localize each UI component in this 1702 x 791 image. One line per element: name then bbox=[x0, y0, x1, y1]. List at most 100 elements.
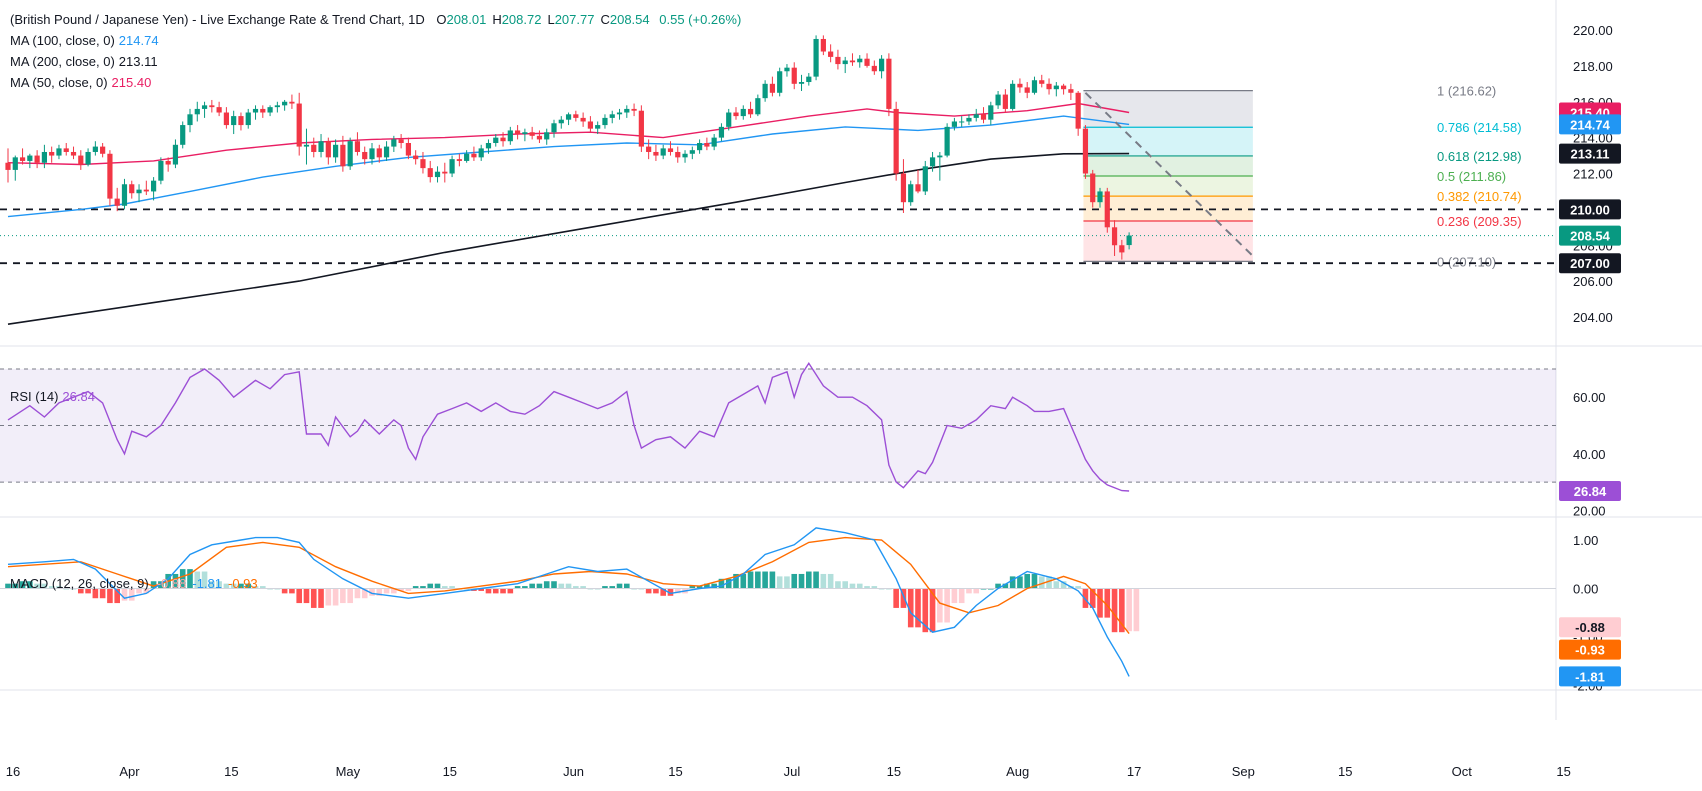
legend-ma100-value: 214.74 bbox=[118, 33, 159, 48]
macd-hist-bar bbox=[624, 583, 630, 589]
macd-hist-bar bbox=[747, 571, 754, 589]
candle-body bbox=[966, 117, 972, 122]
macd-hist-bar bbox=[529, 583, 535, 589]
time-tick-label: 15 bbox=[443, 764, 457, 779]
candle-body bbox=[609, 114, 615, 118]
macd-line bbox=[7, 527, 1130, 677]
price-tag-213-11-text: 213.11 bbox=[1570, 147, 1609, 162]
macd-hist-bar bbox=[580, 586, 586, 589]
macd-hist-bar bbox=[179, 569, 186, 589]
macd-hist-bar bbox=[354, 588, 361, 599]
macd-hist-bar bbox=[536, 583, 543, 589]
macd-last-tag-bg bbox=[1559, 666, 1621, 687]
candle-body bbox=[136, 189, 142, 194]
candle-body bbox=[383, 146, 390, 158]
macd-hist-bar bbox=[5, 583, 11, 589]
ma100-line bbox=[7, 115, 1130, 218]
macd-hist-bar bbox=[776, 576, 783, 589]
macd-legend-hist: -0.88 bbox=[156, 576, 187, 591]
macd-hist-bar bbox=[78, 588, 84, 594]
macd-hist-bar bbox=[19, 581, 26, 589]
macd-legend[interactable]: MACD (12, 26, close, 9) -0.88 -1.81 -0.93 bbox=[10, 576, 258, 591]
candle-body bbox=[1090, 173, 1096, 203]
candle-body bbox=[733, 112, 739, 117]
macd-hist-bar bbox=[1038, 576, 1045, 589]
candle-body bbox=[1082, 128, 1089, 174]
price-tag-210-00: 210.00 bbox=[1559, 199, 1621, 220]
candle-body bbox=[405, 143, 411, 156]
macd-hist-bar bbox=[485, 588, 492, 594]
candle-body bbox=[34, 155, 40, 163]
candle-body bbox=[828, 51, 834, 57]
macd-hist-bar bbox=[602, 586, 608, 589]
macd-hist-bar bbox=[347, 588, 353, 604]
macd-hist-tag: -0.88 bbox=[1559, 617, 1621, 638]
candle-body bbox=[311, 144, 317, 152]
macd-hist-bar bbox=[718, 578, 725, 589]
chart-title: (British Pound / Japanese Yen) - Live Ex… bbox=[10, 12, 425, 27]
legend-ma50[interactable]: MA (50, close, 0) 215.40 bbox=[10, 75, 151, 90]
candle-body bbox=[740, 108, 746, 117]
macd-hist-bar bbox=[966, 588, 972, 594]
macd-hist-bar bbox=[172, 573, 179, 589]
candle-body bbox=[660, 148, 666, 156]
legend-ma100[interactable]: MA (100, close, 0) 214.74 bbox=[10, 33, 159, 48]
candle-body bbox=[769, 83, 775, 93]
macd-hist-bar bbox=[492, 588, 499, 594]
price-tick-label: 212.00 bbox=[1573, 167, 1613, 182]
candle-body bbox=[798, 82, 805, 84]
candle-body bbox=[231, 116, 237, 126]
price-tag-210-00-text: 210.00 bbox=[1570, 202, 1610, 217]
macd-tick-label: 1.00 bbox=[1573, 533, 1598, 548]
candle-body bbox=[201, 105, 208, 109]
price-tick-label: 220.00 bbox=[1573, 23, 1613, 38]
candle-body bbox=[500, 137, 506, 142]
rsi-last-tag: 26.84 bbox=[1559, 481, 1621, 502]
macd-hist-bar bbox=[325, 588, 332, 606]
rsi-last-tag-text: 26.84 bbox=[1574, 484, 1607, 499]
candle-body bbox=[216, 107, 222, 113]
price-tick-label: 218.00 bbox=[1573, 59, 1613, 74]
macd-hist-bar bbox=[420, 586, 426, 589]
macd-hist-bar bbox=[449, 586, 455, 589]
fib-zone-0.5 bbox=[1083, 176, 1253, 197]
legend-ma200[interactable]: MA (200, close, 0) 213.11 bbox=[10, 54, 158, 69]
candle-body bbox=[806, 76, 812, 83]
rsi-tick-label: 40.00 bbox=[1573, 447, 1606, 462]
candle-body bbox=[121, 184, 128, 206]
fib-label-0.382: 0.382 (210.74) bbox=[1437, 189, 1522, 204]
macd-hist-bar bbox=[937, 588, 943, 623]
macd-signal-tag: -0.93 bbox=[1559, 639, 1621, 660]
macd-hist-bar bbox=[893, 588, 899, 608]
candle-body bbox=[711, 137, 717, 147]
time-tick-label: 16 bbox=[6, 764, 20, 779]
rsi-legend[interactable]: RSI (14) 26.84 bbox=[10, 389, 95, 404]
macd-hist-bar bbox=[1017, 576, 1023, 589]
candle-body bbox=[536, 135, 543, 140]
macd-hist-bar bbox=[318, 588, 324, 608]
candle-body bbox=[922, 166, 928, 192]
macd-hist-bar bbox=[1024, 573, 1030, 589]
macd-hist-bar bbox=[900, 588, 907, 608]
candle-body bbox=[434, 171, 441, 178]
ohlc-key-c: C bbox=[600, 12, 610, 27]
macd-hist-bar bbox=[1089, 588, 1096, 608]
macd-last-tag: -1.81 bbox=[1559, 666, 1621, 687]
candle-body bbox=[245, 112, 251, 126]
macd-hist-bar bbox=[92, 588, 99, 599]
fib-zone-0.786 bbox=[1083, 127, 1253, 156]
rsi-last-tag-bg bbox=[1559, 481, 1621, 502]
macd-hist-bar bbox=[27, 581, 33, 589]
macd-hist-bar bbox=[543, 581, 550, 589]
time-tick-label: May bbox=[336, 764, 361, 779]
ohlc-value-l: 207.77 bbox=[554, 12, 595, 27]
candle-body bbox=[1068, 89, 1074, 93]
macd-hist-bar bbox=[784, 576, 790, 589]
macd-hist-bar bbox=[48, 586, 55, 589]
price-tag-214-74-text: 214.74 bbox=[1570, 117, 1611, 132]
candle-body bbox=[602, 117, 608, 126]
macd-hist-bar bbox=[573, 586, 579, 589]
macd-hist-bar bbox=[1060, 581, 1067, 589]
candle-body bbox=[697, 143, 703, 151]
